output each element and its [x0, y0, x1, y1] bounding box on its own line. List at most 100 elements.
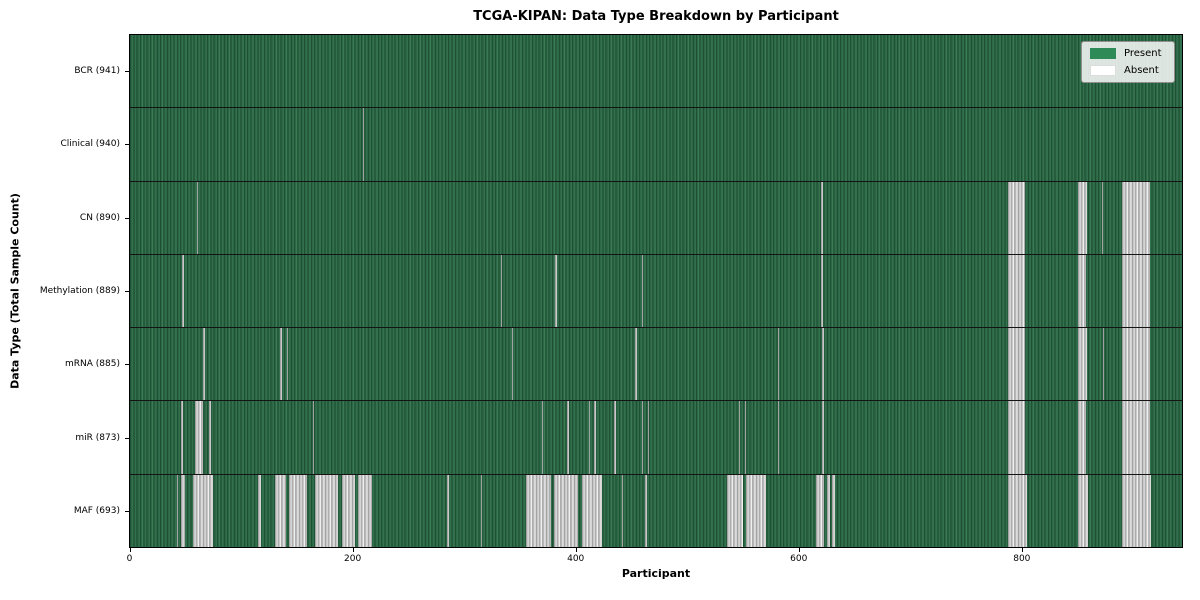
absent-stripe: [745, 474, 766, 547]
absent-stripe: [1008, 401, 1026, 474]
x-tick-mark: [575, 548, 577, 552]
absent-stripe: [1102, 328, 1105, 401]
row-mrna: [130, 328, 1182, 402]
absent-stripe: [176, 474, 179, 547]
row-mir: [130, 401, 1182, 475]
y-tick-mark: [125, 70, 129, 72]
y-tick-label: MAF (693): [73, 506, 120, 517]
absent-stripe: [286, 328, 289, 401]
absent-stripe: [526, 474, 551, 547]
legend-swatch-absent: [1090, 65, 1116, 76]
absent-stripe: [358, 474, 372, 547]
absent-stripe: [821, 181, 823, 254]
absent-stripe: [1078, 401, 1087, 474]
absent-stripe: [500, 254, 503, 328]
absent-stripe: [744, 401, 746, 474]
absent-stripe: [777, 328, 780, 401]
y-tick-label: Methylation (889): [39, 286, 120, 296]
x-tick-label: 0: [126, 554, 133, 564]
absent-stripe: [642, 401, 644, 474]
x-tick-mark: [1021, 548, 1023, 552]
y-tick-mark: [125, 291, 129, 292]
absent-stripe: [1101, 181, 1104, 254]
legend-label-present: Present: [1124, 47, 1162, 59]
y-tick-mark: [125, 144, 129, 146]
absent-stripe: [588, 401, 591, 474]
absent-stripe: [312, 401, 314, 474]
absent-stripe: [1078, 254, 1087, 328]
legend-item-present: Present: [1090, 48, 1166, 59]
y-tick-mark: [125, 511, 129, 513]
absent-stripe: [1121, 474, 1151, 547]
absent-stripe: [1078, 474, 1089, 547]
y-tick-mark: [125, 364, 129, 366]
absent-stripe: [1121, 181, 1150, 254]
absent-stripe: [554, 474, 578, 547]
y-tick-label: miR (873): [75, 432, 120, 443]
absent-stripe: [645, 474, 647, 547]
absent-stripe: [822, 328, 824, 401]
y-tick-mark: [125, 217, 129, 219]
absent-stripe: [274, 474, 286, 547]
absent-stripe: [1008, 254, 1026, 328]
absent-stripe: [541, 401, 544, 474]
y-tick-label: BCR (941): [74, 65, 120, 76]
row-cn: [130, 181, 1182, 255]
absent-stripe: [821, 254, 823, 328]
absent-stripe: [726, 474, 744, 547]
absent-stripe: [614, 401, 616, 474]
y-tick-label: mRNA (885): [65, 359, 120, 370]
absent-stripe: [194, 401, 204, 474]
absent-stripe: [647, 401, 650, 474]
x-tick-label: 600: [790, 554, 808, 564]
absent-stripe: [555, 254, 557, 328]
absent-stripe: [822, 401, 824, 474]
absent-stripe: [738, 401, 741, 474]
absent-stripe: [567, 401, 569, 474]
absent-stripe: [258, 474, 262, 547]
absent-stripe: [832, 474, 835, 547]
rows: [130, 35, 1182, 547]
absent-stripe: [181, 474, 185, 547]
row-methylation: [130, 254, 1182, 329]
absent-stripe: [777, 401, 780, 474]
absent-stripe: [1008, 474, 1028, 547]
legend: Present Absent: [1081, 41, 1175, 83]
absent-stripe: [182, 254, 184, 328]
absent-stripe: [289, 474, 307, 547]
row-bcr: [130, 35, 1182, 109]
x-axis-ticks: 0 200 400 600 800: [126, 548, 1183, 568]
x-tick-label: 400: [567, 554, 585, 564]
absent-stripe: [341, 474, 355, 547]
absent-stripe: [1008, 328, 1026, 401]
legend-swatch-present: [1090, 48, 1116, 59]
absent-stripe: [480, 474, 483, 547]
absent-stripe: [622, 474, 624, 547]
absent-stripe: [826, 474, 831, 547]
absent-stripe: [1078, 181, 1088, 254]
row-maf: [130, 474, 1182, 547]
absent-stripe: [280, 328, 282, 401]
absent-stripe: [1008, 181, 1026, 254]
absent-stripe: [362, 108, 365, 181]
absent-stripe: [635, 328, 637, 401]
chart-title: TCGA-KIPAN: Data Type Breakdown by Parti…: [473, 9, 839, 24]
plot-area: Present Absent: [129, 34, 1183, 548]
y-tick-label: CN (890): [79, 212, 120, 223]
absent-stripe: [209, 401, 212, 474]
y-tick-label: Clinical (940): [60, 139, 120, 150]
legend-item-absent: Absent: [1090, 65, 1166, 76]
x-axis-label: Participant: [621, 567, 691, 580]
row-clinical: [130, 108, 1182, 182]
absent-stripe: [196, 181, 199, 254]
x-tick-mark: [798, 548, 800, 552]
absent-stripe: [1078, 328, 1088, 401]
y-axis-ticks: BCR (941) Clinical (940) CN (890) Methylati…: [0, 34, 129, 548]
absent-stripe: [594, 401, 596, 474]
x-tick-mark: [352, 548, 354, 552]
absent-stripe: [203, 328, 205, 401]
absent-stripe: [511, 328, 514, 401]
y-tick-mark: [125, 437, 129, 439]
absent-stripe: [1121, 401, 1150, 474]
